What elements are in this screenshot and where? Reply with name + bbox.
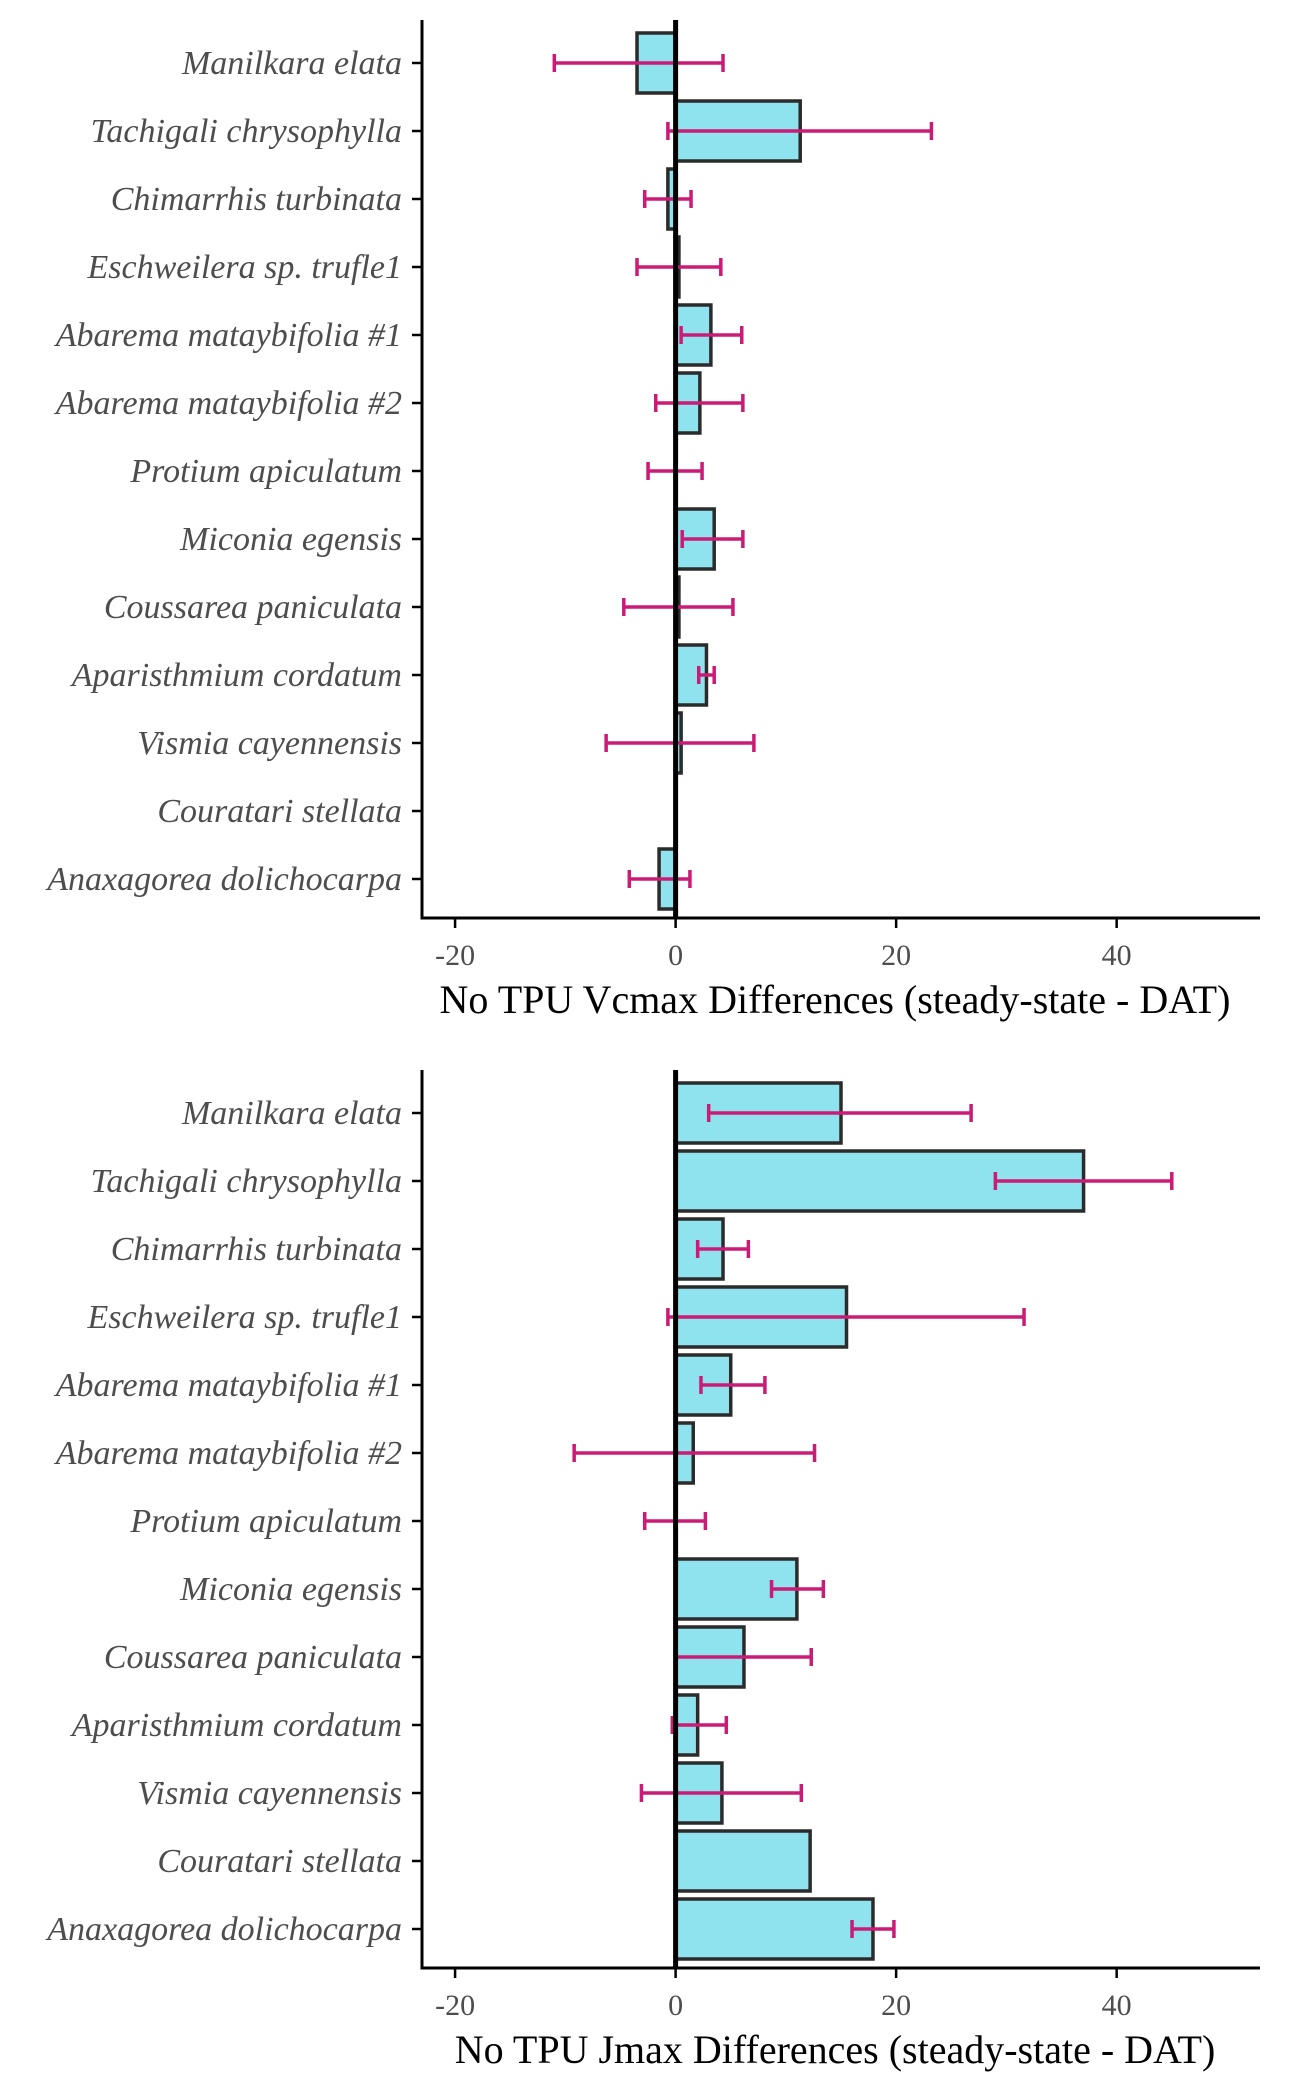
y-tick-label: Anaxagorea dolichocarpa <box>45 1911 402 1948</box>
x-tick-label: -20 <box>435 939 475 972</box>
error-bar <box>666 1308 1026 1326</box>
error-bar <box>552 54 725 72</box>
error-bar <box>670 1716 729 1734</box>
y-tick-label: Manilkara elata <box>181 45 402 82</box>
bar <box>673 1829 812 1893</box>
x-tick-label: 20 <box>881 1989 911 2022</box>
vcmax-chart: Manilkara elata Tachigali chrysophylla Chi… <box>45 20 1260 1022</box>
error-bar <box>604 734 756 752</box>
x-tick-label: 40 <box>1102 1989 1132 2022</box>
error-bar <box>622 598 735 616</box>
error-bar <box>639 1784 804 1802</box>
error-bars <box>572 1104 1174 1938</box>
y-tick-label: Miconia egensis <box>179 1571 402 1608</box>
y-tick-label: Coussarea paniculata <box>104 589 402 626</box>
error-bars <box>552 54 934 888</box>
y-tick-label: Abarema mataybifolia #1 <box>54 317 402 354</box>
error-bar <box>680 530 745 548</box>
y-tick-label: Miconia egensis <box>179 521 402 558</box>
error-bar <box>706 1104 973 1122</box>
y-tick-label: Eschweilera sp. trufle1 <box>87 249 402 286</box>
y-tick-label: Abarema mataybifolia #1 <box>54 1367 402 1404</box>
error-bar <box>654 394 745 412</box>
bar <box>673 1897 875 1961</box>
bars <box>673 1081 1086 1961</box>
x-tick-label: 0 <box>668 939 683 972</box>
jmax-panel: Manilkara elata Tachigali chrysophylla Chi… <box>0 1050 1290 2100</box>
y-tick-label: Protium apiculatum <box>129 1503 402 1540</box>
error-bar <box>695 1240 751 1258</box>
jmax-chart: Manilkara elata Tachigali chrysophylla Chi… <box>45 1070 1260 2072</box>
vcmax-panel: Manilkara elata Tachigali chrysophylla Chi… <box>45 20 1260 1022</box>
error-bar <box>666 122 934 140</box>
x-tick-label: 40 <box>1102 939 1132 972</box>
axes: Manilkara elata Tachigali chrysophylla Chi… <box>45 1070 1260 2072</box>
y-tick-label: Aparisthmium cordatum <box>70 657 402 694</box>
y-tick-label: Anaxagorea dolichocarpa <box>45 861 402 898</box>
y-tick-label: Aparisthmium cordatum <box>70 1707 402 1744</box>
y-tick-label: Chimarrhis turbinata <box>111 1231 402 1268</box>
error-bar <box>635 258 723 276</box>
y-tick-label: Eschweilera sp. trufle1 <box>87 1299 402 1336</box>
y-tick-label: Abarema mataybifolia #2 <box>54 1435 402 1472</box>
x-tick-label: 20 <box>881 939 911 972</box>
x-axis-title: No TPU Jmax Differences (steady-state - … <box>455 2027 1216 2072</box>
x-tick-label: 0 <box>668 1989 683 2022</box>
y-tick-label: Vismia cayennensis <box>137 1775 402 1812</box>
y-tick-label: Vismia cayennensis <box>137 725 402 762</box>
error-bar <box>699 1376 767 1394</box>
error-bar <box>679 326 744 344</box>
y-tick-label: Couratari stellata <box>157 1843 402 1880</box>
y-tick-label: Chimarrhis turbinata <box>111 181 402 218</box>
error-bar <box>572 1444 817 1462</box>
y-tick-label: Tachigali chrysophylla <box>91 113 402 150</box>
y-tick-label: Abarema mataybifolia #2 <box>54 385 402 422</box>
error-bar <box>627 870 692 888</box>
error-bar <box>697 666 716 684</box>
x-tick-label: -20 <box>435 1989 475 2022</box>
error-bar <box>993 1172 1174 1190</box>
y-tick-label: Manilkara elata <box>181 1095 402 1132</box>
error-bar <box>850 1920 896 1938</box>
error-bar <box>769 1580 826 1598</box>
y-tick-label: Coussarea paniculata <box>104 1639 402 1676</box>
axes: Manilkara elata Tachigali chrysophylla Chi… <box>45 20 1260 1022</box>
y-tick-label: Couratari stellata <box>157 793 402 830</box>
y-tick-label: Protium apiculatum <box>129 453 402 490</box>
y-tick-label: Tachigali chrysophylla <box>91 1163 402 1200</box>
x-axis-title: No TPU Vcmax Differences (steady-state -… <box>440 977 1231 1022</box>
error-bar <box>642 190 693 208</box>
